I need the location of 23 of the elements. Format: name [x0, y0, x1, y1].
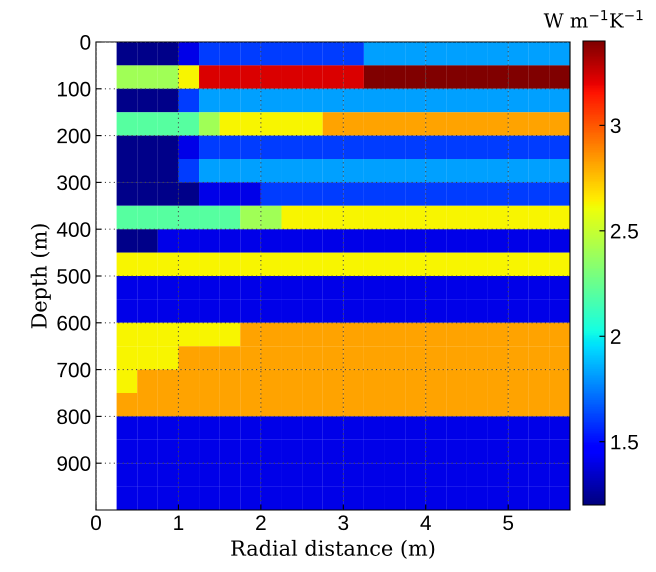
x-axis-title: Radial distance (m) — [231, 540, 434, 559]
y-tick-label: 400 — [56, 222, 90, 237]
color-bar-label: 2.5 — [610, 224, 638, 239]
y-axis-title: Depth (m) — [30, 224, 51, 328]
color-bar-label: 1.5 — [611, 434, 638, 450]
y-tick-label: 700 — [57, 362, 90, 378]
y-tick-label: 200 — [57, 128, 90, 144]
y-tick-label: 600 — [57, 316, 90, 331]
y-tick-label: 900 — [57, 456, 90, 471]
x-tick-label: 5 — [503, 516, 514, 530]
x-tick-label: 3 — [338, 515, 348, 530]
y-tick-label: 100 — [58, 82, 90, 97]
color-bar-label: 2 — [610, 329, 620, 344]
color-bar-label: 3 — [610, 118, 621, 134]
color-bar-title: W m$^{−1}$K$^{−1}$ — [544, 10, 643, 28]
x-tick-label: 1 — [174, 516, 184, 530]
y-tick-label: 800 — [57, 409, 90, 424]
x-tick-label: 0 — [91, 515, 101, 530]
y-tick-label: 0 — [80, 35, 90, 50]
y-tick-label: 300 — [57, 175, 90, 190]
x-tick-label: 4 — [420, 516, 431, 530]
x-tick-label: 2 — [256, 515, 266, 530]
y-tick-label: 500 — [57, 269, 90, 284]
